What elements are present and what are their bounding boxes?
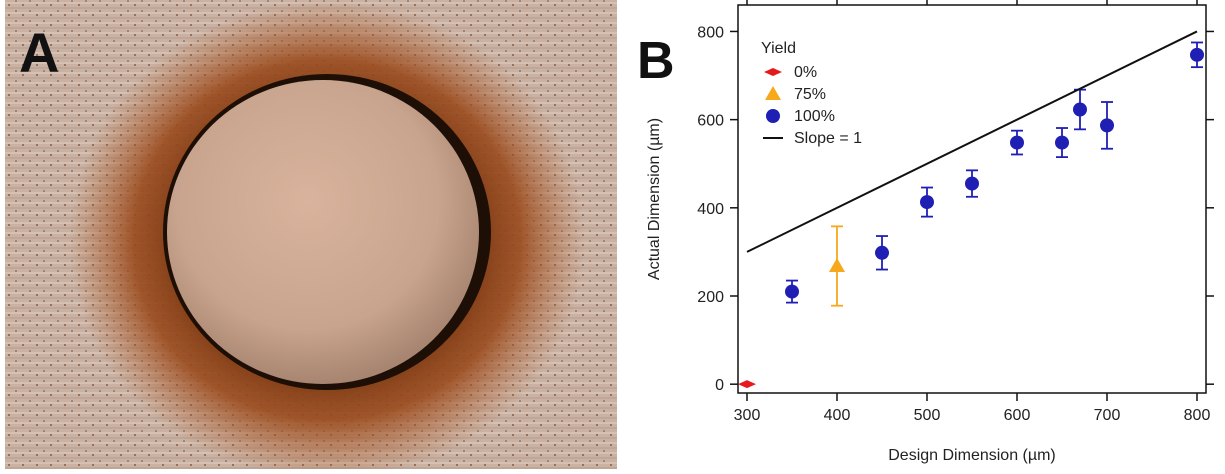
x-tick-label: 300 (734, 407, 761, 424)
data-point-circle (1055, 135, 1069, 150)
data-point-circle (920, 195, 934, 210)
legend-entry-label: 0% (794, 64, 817, 81)
chart-axes: 300 400 500 600 700 800 0 200 400 600 800 Design Di… (646, 0, 1214, 464)
x-tick-label: 400 (824, 407, 851, 424)
micrograph-image: A (5, 0, 617, 474)
slope-line (746, 30, 1198, 253)
x-tick-label: 500 (914, 407, 941, 424)
legend-title: Yield (761, 40, 796, 57)
scatter-chart: B 300 400 500 600 700 800 0 200 400 600 800 Design … (637, 0, 1214, 464)
data-point-diamond (738, 380, 756, 389)
data-point-triangle (829, 258, 845, 273)
data-point-circle (875, 245, 889, 260)
legend-entry-label: 75% (794, 86, 826, 103)
y-axis-label: Actual Dimension (µm) (646, 118, 663, 280)
legend-entry-label: 100% (794, 108, 835, 125)
scatter-chart-panel: B 300 400 500 600 700 800 0 200 400 600 800 Design … (625, 0, 1225, 469)
data-point-circle (965, 176, 979, 191)
legend-entry-label: Slope = 1 (794, 130, 862, 147)
x-tick-label: 700 (1094, 407, 1121, 424)
x-tick-label: 600 (1004, 407, 1031, 424)
well-disc (167, 80, 479, 384)
chart-legend: Yield 0% 75% 100% Slope = 1 (761, 40, 862, 147)
y-tick-label: 600 (697, 113, 724, 130)
legend-swatch-circle (766, 109, 780, 123)
y-tick-label: 0 (715, 377, 724, 394)
panel-a-letter: A (19, 21, 59, 84)
chart-plot-area (738, 30, 1204, 389)
plot-frame (737, 4, 1207, 394)
data-point-circle (1073, 102, 1087, 117)
legend-swatch-diamond (764, 68, 782, 76)
y-tick-label: 200 (697, 289, 724, 306)
panel-b-letter: B (637, 32, 675, 90)
y-tick-label: 800 (697, 24, 724, 41)
legend-swatch-triangle (765, 86, 781, 100)
micrograph-panel: A (5, 0, 617, 474)
data-point-circle (785, 284, 799, 299)
data-point-circle (1100, 118, 1114, 133)
data-point-circle (1010, 135, 1024, 150)
x-axis-label: Design Dimension (µm) (888, 447, 1055, 464)
data-point-circle (1190, 47, 1204, 62)
x-tick-label: 800 (1184, 407, 1211, 424)
y-tick-label: 400 (697, 201, 724, 218)
